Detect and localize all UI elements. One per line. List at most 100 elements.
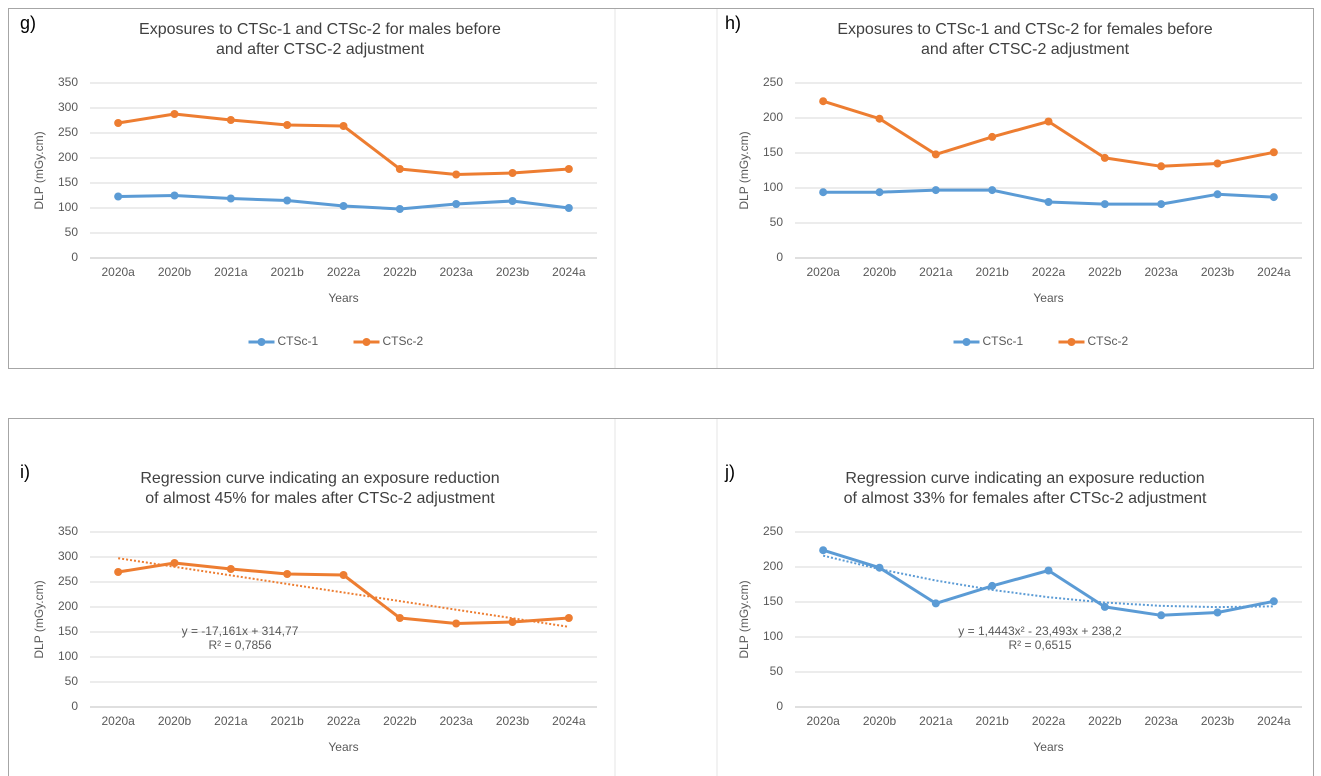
data-point (1044, 566, 1053, 575)
x-tick-label: 2022a (327, 265, 361, 279)
x-tick-label: 2023b (496, 714, 530, 728)
data-point (1100, 153, 1109, 162)
data-point (395, 614, 404, 622)
trend-r-squared: R² = 0,6515 (1008, 638, 1071, 652)
data-point (564, 614, 573, 622)
legend-marker (1067, 338, 1076, 346)
data-point (875, 188, 884, 197)
y-tick-label: 350 (58, 75, 78, 89)
x-tick-label: 2022b (383, 265, 417, 279)
legend-label: CTSc-1 (278, 334, 319, 348)
data-point (819, 546, 828, 555)
chart-title: Regression curve indicating an exposure … (140, 470, 499, 487)
data-point (508, 197, 517, 205)
y-axis-title: DLP (mGy.cm) (32, 131, 46, 209)
x-tick-label: 2023a (1144, 714, 1178, 728)
y-tick-label: 350 (58, 524, 78, 538)
data-point (452, 170, 461, 179)
x-tick-label: 2021b (270, 714, 304, 728)
legend-marker (257, 338, 266, 346)
y-tick-label: 250 (58, 125, 78, 139)
x-axis-title: Years (1033, 740, 1063, 754)
panel-label: i) (20, 462, 30, 482)
data-point (875, 563, 884, 572)
x-tick-label: 2021a (214, 714, 248, 728)
y-axis-title: DLP (mGy.cm) (737, 580, 751, 658)
data-point (1044, 198, 1053, 206)
trend-r-squared: R² = 0,7856 (208, 638, 271, 652)
x-tick-label: 2022a (327, 714, 361, 728)
x-tick-label: 2023b (496, 265, 530, 279)
data-point (226, 116, 235, 124)
x-tick-label: 2020a (806, 714, 840, 728)
trend-equation: y = 1,4443x² - 23,493x + 238,2 (958, 624, 1122, 638)
x-tick-label: 2021a (919, 265, 953, 279)
y-tick-label: 50 (770, 215, 784, 229)
x-tick-label: 2022a (1032, 714, 1066, 728)
y-tick-label: 50 (65, 674, 79, 688)
data-point (988, 581, 997, 590)
data-point (114, 568, 123, 576)
data-point (395, 205, 404, 213)
y-tick-label: 100 (763, 629, 783, 643)
y-tick-label: 250 (763, 75, 783, 89)
data-point (1100, 602, 1109, 611)
x-tick-label: 2020b (158, 714, 192, 728)
data-point (508, 618, 517, 626)
panel-label: j) (724, 462, 735, 482)
x-tick-label: 2024a (1257, 714, 1291, 728)
y-tick-label: 250 (763, 524, 783, 538)
data-point (1269, 193, 1278, 202)
data-point (1157, 162, 1166, 171)
data-point (283, 121, 292, 129)
data-point (339, 571, 348, 579)
panel-label: h) (725, 13, 741, 33)
data-point (226, 565, 235, 573)
data-point (1157, 200, 1166, 209)
data-point (339, 122, 348, 130)
chart-title: Exposures to CTSc-1 and CTSc-2 for males… (139, 21, 501, 38)
data-point (988, 132, 997, 141)
data-point (1100, 200, 1109, 209)
y-tick-label: 150 (763, 145, 783, 159)
data-point (114, 119, 123, 127)
x-tick-label: 2020a (101, 714, 135, 728)
x-tick-label: 2022b (383, 714, 417, 728)
x-tick-label: 2020a (806, 265, 840, 279)
y-tick-label: 150 (58, 175, 78, 189)
legend-label: CTSc-2 (1088, 334, 1129, 348)
y-tick-label: 300 (58, 100, 78, 114)
panel-border (8, 418, 1314, 776)
x-tick-label: 2023a (439, 265, 473, 279)
data-point (170, 559, 179, 567)
data-point (1213, 608, 1222, 617)
x-tick-label: 2023b (1201, 265, 1235, 279)
panel-label: g) (20, 13, 36, 33)
series-line (822, 548, 1275, 617)
data-point (114, 192, 123, 201)
y-axis-title: DLP (mGy.cm) (32, 580, 46, 658)
x-axis-title: Years (328, 740, 358, 754)
data-point (931, 150, 940, 159)
y-tick-label: 100 (763, 180, 783, 194)
data-point (988, 186, 997, 195)
y-tick-label: 200 (58, 599, 78, 613)
y-tick-label: 150 (58, 624, 78, 638)
legend-label: CTSc-2 (383, 334, 424, 348)
chart-title: Regression curve indicating an exposure … (845, 470, 1204, 487)
x-tick-label: 2021b (975, 265, 1009, 279)
data-point (170, 191, 179, 200)
y-tick-label: 50 (65, 225, 79, 239)
data-point (819, 97, 828, 106)
x-tick-label: 2020b (863, 265, 897, 279)
data-point (1269, 148, 1278, 157)
data-point (1213, 190, 1222, 199)
data-point (931, 599, 940, 608)
y-tick-label: 0 (776, 250, 783, 264)
series-line (822, 99, 1275, 168)
trend-equation: y = -17,161x + 314,77 (182, 624, 299, 638)
x-tick-label: 2023b (1201, 714, 1235, 728)
chart-title: of almost 33% for females after CTSc-2 a… (844, 490, 1207, 507)
